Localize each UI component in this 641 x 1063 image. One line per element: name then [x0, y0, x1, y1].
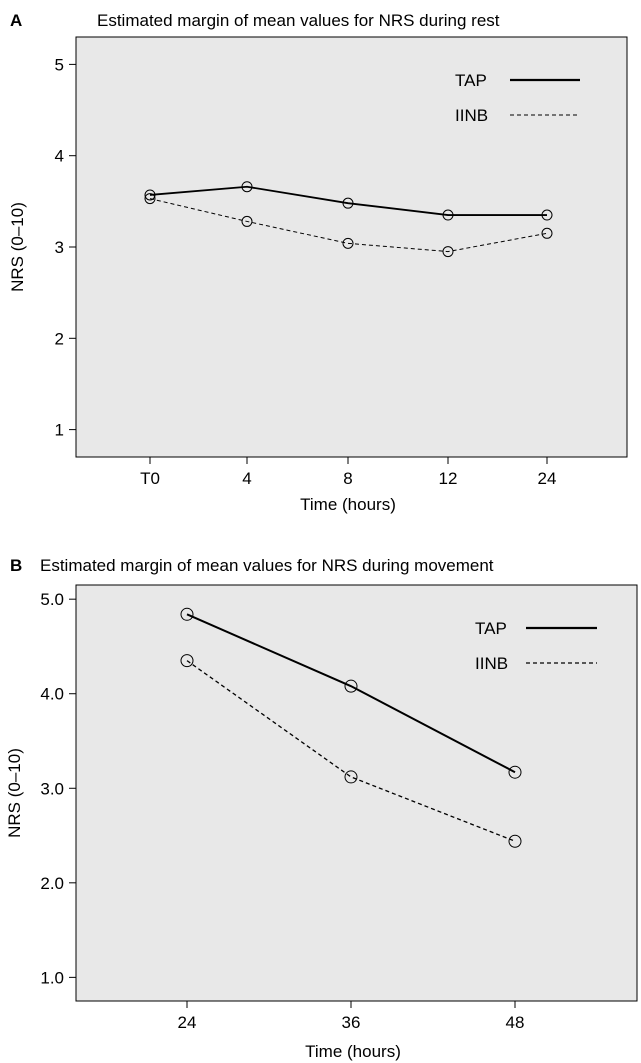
panel-a-ytick-label: 1: [55, 421, 64, 440]
panel-a-xlabel: Time (hours): [300, 495, 396, 514]
panel-a-xtick-label: 4: [242, 469, 251, 488]
panel-a-series-tap-point: [241, 181, 253, 193]
panel-a-xtick-label: 8: [343, 469, 352, 488]
panel-b-legend-iinb-label: IINB: [475, 654, 508, 673]
panel-a-series-iinb-point: [541, 227, 553, 239]
panel-a-series: [144, 181, 553, 258]
panel-a-legend-tap-label: TAP: [455, 71, 487, 90]
panel-b-series-iinb-point: [508, 834, 522, 848]
panel-b-xtick-label: 36: [342, 1013, 361, 1032]
panel-b-letter: B: [10, 556, 22, 575]
panel-b-series-iinb-line: [186, 660, 516, 842]
panel-a-ylabel: NRS (0–10): [8, 202, 27, 292]
panel-b-ytick-label: 1.0: [40, 968, 64, 987]
panel-a-series-tap-point: [442, 209, 454, 221]
panel-a-series-iinb-point: [241, 215, 253, 227]
panel-b-ytick-label: 3.0: [40, 779, 64, 798]
panel-b-legend-tap-label: TAP: [475, 619, 507, 638]
panel-a-series-tap-point: [342, 197, 354, 209]
panel-a-ytick-label: 4: [55, 147, 64, 166]
panel-a-legend-iinb-label: IINB: [455, 106, 488, 125]
panel-b-series-tap-point: [344, 679, 358, 693]
panel-b-ytick-label: 4.0: [40, 685, 64, 704]
panel-b-series-tap-point: [508, 765, 522, 779]
panel-a-xtick-label: 24: [538, 469, 557, 488]
panel-a-xtick-label: 12: [439, 469, 458, 488]
panel-a-series-iinb-point: [144, 193, 156, 205]
panel-b-series-tap-point: [180, 607, 194, 621]
panel-b-xtick-label: 48: [506, 1013, 525, 1032]
panel-b: B Estimated margin of mean values for NR…: [5, 556, 638, 1061]
panel-a-series-tap-point: [144, 189, 156, 201]
panel-a-series-iinb-line: [149, 198, 548, 253]
panel-b-xlabel: Time (hours): [305, 1042, 401, 1061]
panel-b-xtick-label: 24: [178, 1013, 197, 1032]
panel-a-legend: TAP IINB: [455, 71, 580, 125]
panel-a-series-tap-point: [541, 209, 553, 221]
panel-b-series-iinb-point: [344, 770, 358, 784]
panel-b-ylabel: NRS (0–10): [5, 748, 24, 838]
panel-b-plot-area: [75, 584, 638, 1002]
panel-b-ytick-label: 5.0: [40, 590, 64, 609]
panel-a-series-iinb-point: [342, 237, 354, 249]
panel-a-xtick-label: T0: [140, 469, 160, 488]
panel-b-axes: 1.0 2.0 3.0 4.0 5.0 24 36 48: [40, 590, 524, 1032]
panel-b-title: Estimated margin of mean values for NRS …: [40, 556, 494, 575]
panel-b-ytick-label: 2.0: [40, 874, 64, 893]
panel-a-ytick-label: 2: [55, 329, 64, 348]
panel-b-series-tap-line: [186, 613, 516, 774]
panel-a-letter: A: [10, 11, 22, 30]
panel-a: A Estimated margin of mean values for NR…: [8, 11, 628, 514]
panel-b-legend: TAP IINB: [475, 619, 597, 673]
panel-a-ytick-label: 5: [55, 55, 64, 74]
panel-a-ytick-label: 3: [55, 238, 64, 257]
panel-a-series-tap-line: [149, 185, 547, 216]
panel-b-series: [180, 607, 522, 848]
panel-b-series-iinb-point: [180, 654, 194, 668]
panel-a-series-iinb-point: [442, 246, 454, 258]
panel-a-title: Estimated margin of mean values for NRS …: [97, 11, 500, 30]
